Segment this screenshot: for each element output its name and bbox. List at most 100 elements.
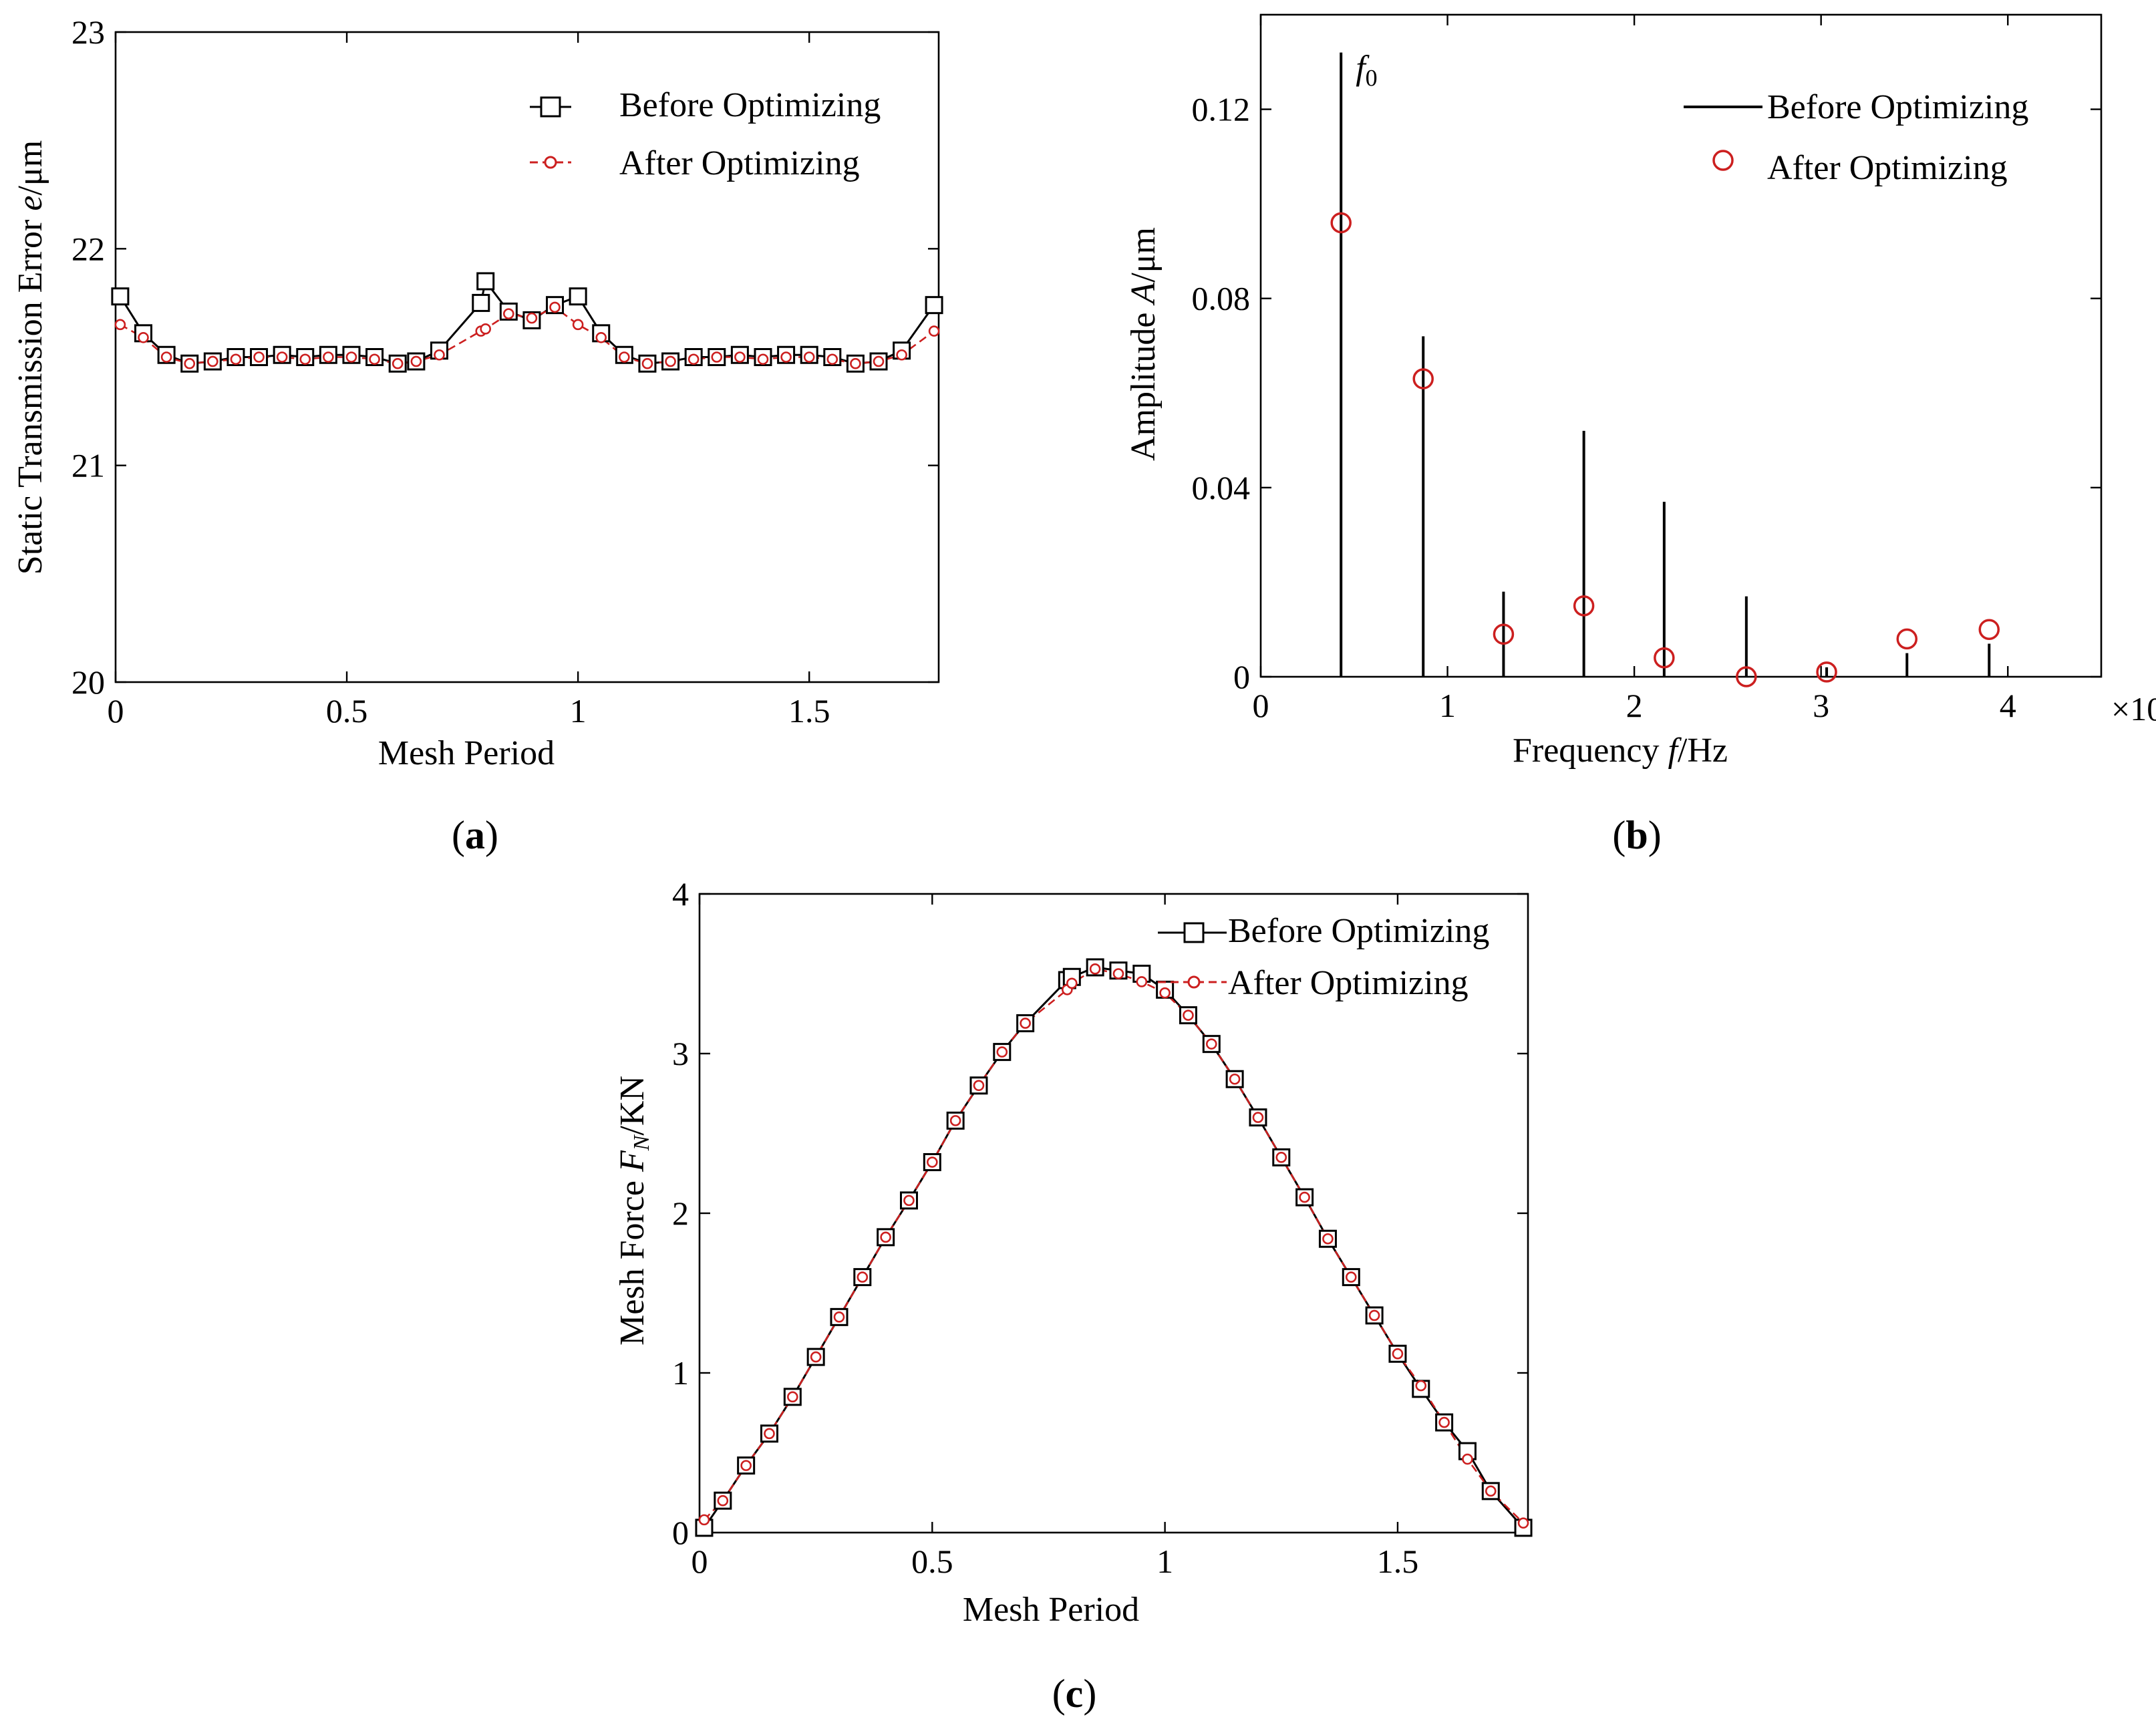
data-point-after — [619, 351, 630, 363]
x-tick-label: 0 — [1253, 687, 1269, 724]
f0-annotation: f0 — [1356, 49, 1377, 92]
data-point-after — [1183, 1009, 1194, 1021]
x-tick-label: 0.5 — [326, 692, 368, 730]
data-point-after — [1415, 1380, 1427, 1392]
y-tick-label: 0 — [672, 1514, 689, 1551]
y-tick-label: 0 — [1233, 658, 1250, 695]
data-point-after — [711, 351, 723, 363]
x-tick-label: 1 — [1439, 687, 1456, 724]
data-point-after — [973, 1080, 985, 1092]
panel-c: 0 0.5 1 1.5 0 1 2 3 4 Mesh Force FN/KN Mesh Peri… — [613, 875, 1533, 1716]
series-before-line — [703, 966, 1525, 1529]
legend-c-before-label: Before Optimizing — [1228, 912, 1489, 950]
x-tick-label: 0 — [691, 1543, 708, 1580]
panel-b: 0 1 2 3 4 0 0.04 0.08 0.12 f0 Amplitude A/μm Fre… — [1124, 13, 2156, 857]
y-tick-label: 3 — [672, 1035, 689, 1072]
data-point-after — [410, 355, 422, 367]
data-point-after — [369, 353, 380, 365]
x-tick-label: 4 — [2000, 687, 2016, 724]
data-point-before — [476, 272, 495, 291]
data-point-after — [928, 325, 940, 337]
data-point-after — [1978, 619, 2000, 640]
panel-a-label: (a) — [452, 813, 498, 857]
data-point-after — [1089, 963, 1101, 975]
data-point-after — [299, 353, 311, 365]
data-point-after — [323, 351, 334, 363]
panel-c-ylabel-text: Mesh Force FN/KN — [613, 1076, 654, 1346]
x-tick-label: 1.5 — [788, 692, 830, 730]
y-tick-label: 0.12 — [1192, 91, 1251, 128]
data-point-after — [734, 351, 746, 363]
data-point-after — [717, 1495, 729, 1507]
data-point-after — [503, 308, 514, 319]
series-after-line — [704, 967, 1524, 1524]
data-point-after — [927, 1156, 938, 1168]
y-tick-label: 23 — [71, 13, 105, 51]
data-point-after — [549, 301, 561, 313]
legend-c-after-marker — [1187, 975, 1201, 989]
y-tick-label: 0.04 — [1192, 469, 1251, 506]
data-point-after — [1368, 1309, 1380, 1321]
data-point-after — [903, 1195, 915, 1207]
data-point-after — [160, 351, 172, 363]
x-tick-label: 1.5 — [1377, 1543, 1419, 1580]
legend-c-before-marker — [1183, 922, 1205, 943]
panel-a-legend: Before Optimizing After Optimizing — [530, 86, 881, 182]
data-point-after — [345, 351, 357, 363]
data-point-after — [207, 355, 218, 367]
data-point-after — [687, 353, 700, 365]
panel-b-plot-area — [1259, 13, 2103, 678]
data-point-after — [1654, 647, 1675, 669]
legend-a-before-label: Before Optimizing — [619, 86, 881, 124]
y-tick-label: 21 — [71, 447, 105, 484]
panel-a-ylabel-text: Static Transmission Error e/μm — [11, 140, 49, 575]
panel-a-ylabel: Static Transmission Error e/μm — [11, 140, 49, 575]
legend-a-before-marker — [540, 96, 561, 118]
panel-a-xlabel: Mesh Period — [378, 734, 555, 772]
panel-b-xlabel: Frequency f/Hz — [1513, 732, 1728, 770]
data-point-after — [896, 349, 907, 361]
y-tick-label: 1 — [672, 1354, 689, 1392]
data-point-after — [392, 357, 404, 369]
data-point-after — [1159, 987, 1171, 999]
data-point-before — [472, 293, 490, 312]
data-point-after — [184, 357, 196, 369]
panel-a: 0 0.5 1 1.5 20 21 22 23 Static Transmission Err… — [11, 13, 943, 857]
legend-a-after-label: After Optimizing — [619, 144, 860, 182]
y-tick-label: 22 — [71, 230, 105, 267]
data-point-after — [850, 357, 861, 369]
data-point-before — [111, 287, 130, 306]
data-point-after — [253, 351, 265, 363]
legend-b-after-label: After Optimizing — [1767, 149, 2008, 187]
x-tick-label: 1 — [1157, 1543, 1173, 1580]
data-point-after — [757, 353, 769, 365]
legend-c-after-label: After Optimizing — [1228, 964, 1469, 1002]
data-point-after — [1020, 1017, 1031, 1029]
panel-a-plot-area — [114, 31, 940, 683]
y-tick-label: 0.08 — [1192, 280, 1251, 317]
y-tick-label: 20 — [71, 663, 105, 701]
data-point-after — [1330, 212, 1352, 234]
data-point-after — [480, 323, 492, 335]
data-point-after — [572, 319, 584, 331]
data-point-after — [787, 1391, 798, 1403]
data-point-after — [1412, 368, 1434, 389]
data-point-after — [698, 1514, 710, 1526]
data-point-after — [526, 312, 538, 324]
data-point-after — [595, 332, 607, 343]
legend-b-before-label: Before Optimizing — [1767, 88, 2028, 126]
data-point-after — [1736, 666, 1757, 687]
data-point-after — [276, 351, 288, 363]
data-point-after — [764, 1428, 775, 1440]
panel-b-legend: Before Optimizing After Optimizing — [1684, 88, 2028, 187]
x-tick-label: 1 — [570, 692, 587, 730]
data-point-before — [569, 287, 587, 306]
data-point-after — [873, 355, 885, 367]
data-point-after — [1573, 595, 1595, 617]
data-point-after — [434, 349, 445, 361]
data-point-after — [780, 351, 792, 363]
data-point-after — [1493, 623, 1515, 645]
data-point-after — [665, 355, 676, 367]
data-point-after — [1392, 1348, 1404, 1360]
panel-b-ylabel-text: Amplitude A/μm — [1124, 227, 1163, 461]
